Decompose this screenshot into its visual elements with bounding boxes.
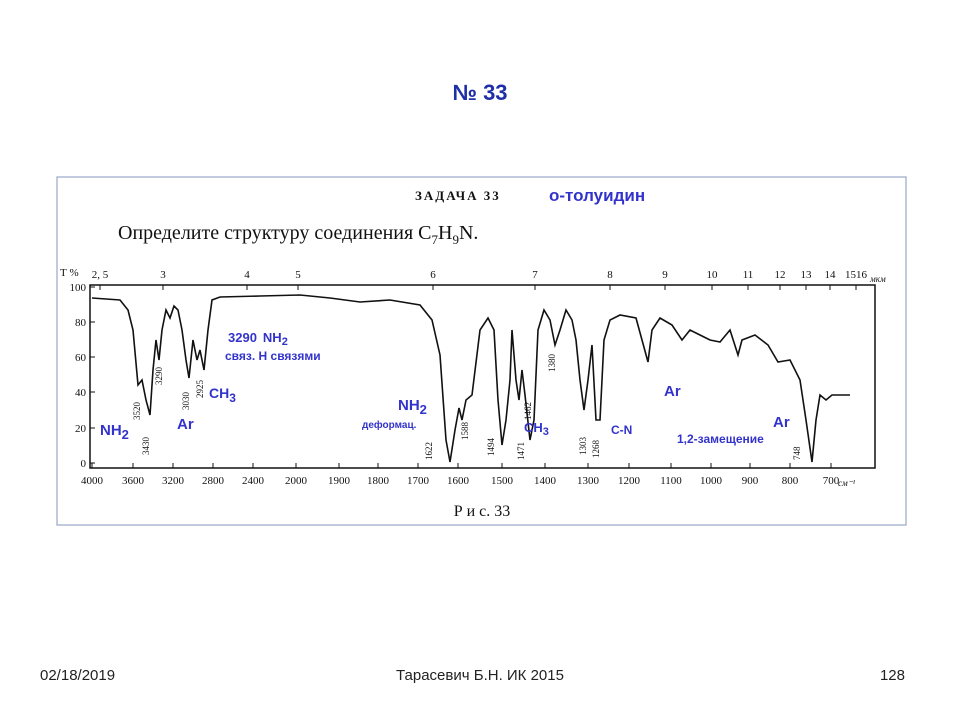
annotation: CH3 <box>209 385 236 405</box>
y-label: 60 <box>75 352 87 364</box>
x-label: 1200 <box>618 475 641 487</box>
peak-label: 3520 <box>132 402 142 421</box>
annotation-sub: 2 <box>420 402 427 417</box>
peak-label: 1462 <box>523 402 533 420</box>
task-text: Определите структуру соединения C <box>118 222 432 244</box>
peak-label: 3290 <box>154 367 164 386</box>
annotation-part: NH <box>263 330 282 345</box>
peak-label: 3430 <box>141 437 151 456</box>
x-label: 1500 <box>491 475 514 487</box>
annotation-sub: 2 <box>122 427 129 442</box>
top-label: 7 <box>532 269 538 281</box>
y-label: 0 <box>81 458 87 470</box>
peak-label: 1380 <box>547 354 557 373</box>
answer: о-толуидин <box>549 186 645 205</box>
x-label: 700 <box>823 475 840 487</box>
top-label: 11 <box>743 269 754 281</box>
annotation-part: NH <box>100 422 122 439</box>
spectrum-curve <box>91 294 850 463</box>
task-text: H <box>438 222 452 244</box>
x-label: 900 <box>742 475 759 487</box>
task: Определите структуру соединения C7H9N. <box>118 222 478 247</box>
top-label: 4 <box>244 269 250 281</box>
peak-label: 2925 <box>195 380 205 399</box>
x-label: 2400 <box>242 475 265 487</box>
y-label: 20 <box>75 423 87 435</box>
top-label: 10 <box>707 269 719 281</box>
annotation-part: 3290 <box>228 330 257 345</box>
y-label: 80 <box>75 317 87 329</box>
x-label: 3200 <box>162 475 185 487</box>
x-label: 1300 <box>577 475 600 487</box>
x-label: 1000 <box>700 475 723 487</box>
annotation: CH3 <box>524 420 549 438</box>
top-label: 3 <box>160 269 166 281</box>
footer-date: 02/18/2019 <box>40 667 115 684</box>
peak-label: 1303 <box>578 437 588 456</box>
top-label: 13 <box>801 269 813 281</box>
x-label: 4000 <box>81 475 104 487</box>
task-text: N. <box>459 222 478 244</box>
x-label: 2800 <box>202 475 225 487</box>
peak-label: 748 <box>792 446 802 460</box>
top-label: 14 <box>825 269 837 281</box>
peak-label: 1494 <box>486 438 496 457</box>
top-label: 12 <box>775 269 786 281</box>
annotation: NH2 <box>100 422 129 442</box>
figure-heading: ЗАДАЧА 33 <box>415 188 501 203</box>
top-label: 2, 5 <box>92 269 109 281</box>
x-label: 1400 <box>534 475 557 487</box>
task-sub: 7 <box>432 232 439 247</box>
x-label: 1600 <box>447 475 470 487</box>
footer-author: Тарасевич Б.Н. ИК 2015 <box>396 667 564 684</box>
peak-label: 1588 <box>460 422 470 441</box>
top-label: 9 <box>662 269 668 281</box>
x-label: 1100 <box>660 475 682 487</box>
annotation: 3290 NH2 <box>228 330 288 348</box>
top-label: 6 <box>430 269 436 281</box>
annotation-sub: 3 <box>543 426 549 438</box>
annotation-sub: 3 <box>229 391 236 405</box>
x-label: 1800 <box>367 475 390 487</box>
top-unit: мкм <box>869 274 886 284</box>
figure-caption: Р и с. 33 <box>454 503 511 520</box>
annotation-part: NH <box>398 397 420 414</box>
x-label: 3600 <box>122 475 145 487</box>
y-label: 40 <box>75 387 87 399</box>
top-label: 5 <box>295 269 301 281</box>
y-label: 100 <box>70 282 87 294</box>
x-label: 800 <box>782 475 799 487</box>
annotation: Ar <box>664 383 681 400</box>
annotation-part: CH <box>209 385 229 401</box>
slide-title: № 33 <box>452 80 507 105</box>
peak-label: 1622 <box>424 442 434 460</box>
annotation: Ar <box>773 414 790 431</box>
peak-label: 3030 <box>181 392 191 411</box>
annotation-sub: 2 <box>282 336 288 348</box>
plot-frame <box>89 284 876 469</box>
footer-page: 128 <box>880 667 905 684</box>
x-label: 1700 <box>407 475 430 487</box>
peak-label: 1268 <box>591 440 601 459</box>
annotation: 1,2-замещение <box>677 432 764 446</box>
x-label: 2000 <box>285 475 308 487</box>
top-label: 8 <box>607 269 613 281</box>
annotation: C-N <box>611 423 632 437</box>
top-label: 1516 <box>845 269 868 281</box>
figure-frame <box>56 176 907 526</box>
task-sub: 9 <box>452 232 459 247</box>
annotation: деформац. <box>362 419 417 431</box>
x-unit: см⁻¹ <box>838 478 855 488</box>
annotation: NH2 <box>398 397 427 417</box>
peak-label: 1471 <box>516 442 526 460</box>
y-unit: Т % <box>60 267 79 279</box>
annotation: связ. Н связями <box>225 349 321 363</box>
annotation: Ar <box>177 416 194 433</box>
annotation-part: CH <box>524 420 543 435</box>
x-label: 1900 <box>328 475 351 487</box>
